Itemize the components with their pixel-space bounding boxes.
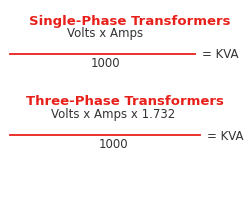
Text: Volts x Amps: Volts x Amps [67,27,143,40]
Text: Three-Phase Transformers: Three-Phase Transformers [26,95,224,107]
Text: = KVA: = KVA [207,129,244,142]
Text: 1000: 1000 [90,57,120,70]
Text: 1000: 1000 [98,137,128,150]
Text: Single-Phase Transformers: Single-Phase Transformers [29,15,231,28]
Text: Volts x Amps x 1.732: Volts x Amps x 1.732 [51,107,175,120]
Text: = KVA: = KVA [202,48,239,61]
